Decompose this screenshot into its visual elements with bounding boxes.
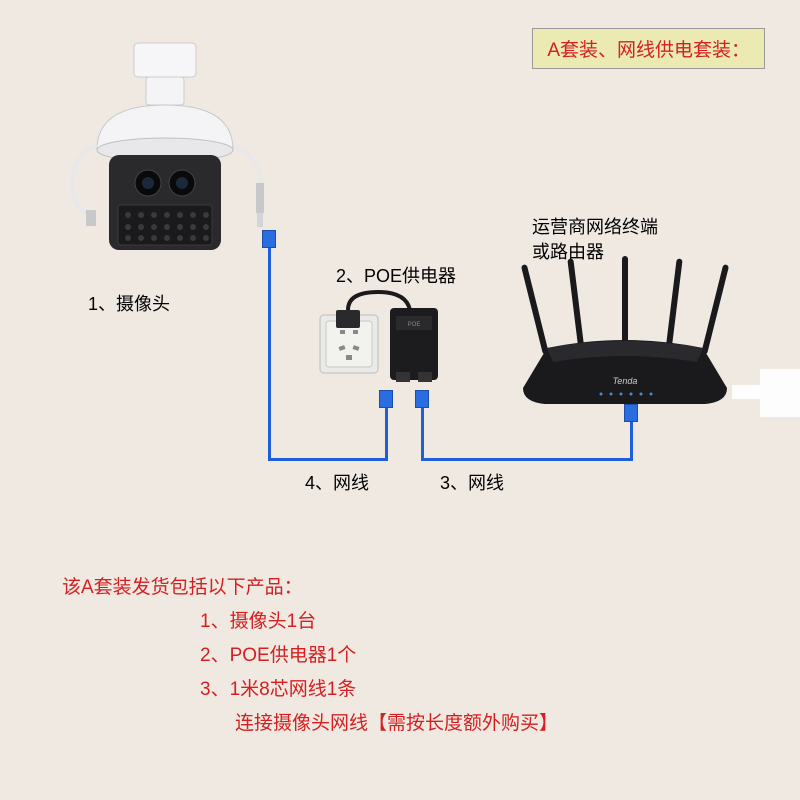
title-box: A套装、网线供电套装：	[532, 28, 765, 69]
cable-router-up	[630, 418, 633, 460]
rj45-router	[624, 404, 638, 422]
svg-text:Tenda: Tenda	[613, 376, 638, 386]
rj45-poe-left	[379, 390, 393, 408]
package-title: 该A套装发货包括以下产品：	[62, 572, 303, 599]
router-device: Tenda	[505, 250, 755, 430]
camera-device	[62, 35, 272, 285]
package-item-3: 3、1米8芯网线1条	[200, 674, 356, 701]
package-item-1: 1、摄像头1台	[200, 606, 316, 633]
package-item-2: 2、POE供电器1个	[200, 640, 356, 667]
label-router-line1: 运营商网络终端	[532, 215, 658, 240]
svg-text:POE: POE	[408, 322, 421, 328]
deco-bar-1	[760, 369, 800, 417]
label-cable3: 3、网线	[440, 469, 504, 495]
label-poe: 2、POE供电器	[336, 262, 456, 288]
label-router: 运营商网络终端 或路由器	[532, 215, 658, 265]
cable-camera-across	[268, 458, 388, 461]
package-item-4: 连接摄像头网线【需按长度额外购买】	[235, 708, 558, 735]
rj45-poe-right	[415, 390, 429, 408]
cable-camera-up	[385, 405, 388, 460]
label-router-line2: 或路由器	[532, 240, 658, 265]
cable-camera-down	[268, 246, 271, 461]
cable-poe-across	[421, 458, 633, 461]
label-cable4: 4、网线	[305, 469, 369, 495]
rj45-camera	[262, 230, 276, 248]
cable-poe-down	[421, 405, 424, 460]
label-camera: 1、摄像头	[88, 290, 170, 316]
title-text: A套装、网线供电套装：	[547, 40, 750, 61]
